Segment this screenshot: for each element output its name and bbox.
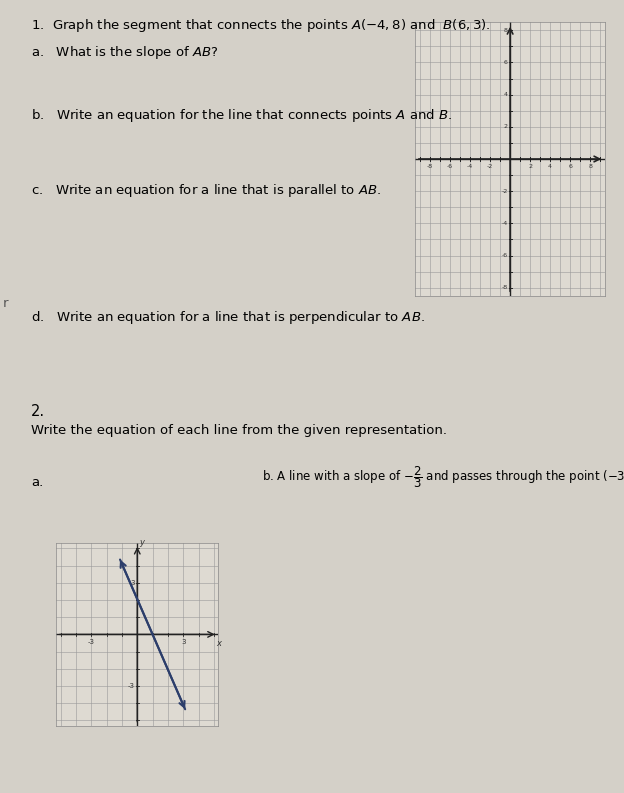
Text: d.   Write an equation for a line that is perpendicular to $AB$.: d. Write an equation for a line that is … [31, 309, 425, 326]
Text: -3: -3 [128, 683, 135, 689]
Text: b. A line with a slope of $-\dfrac{2}{3}$ and passes through the point $(-3, 4)$: b. A line with a slope of $-\dfrac{2}{3}… [262, 464, 624, 489]
Text: -8: -8 [427, 164, 433, 169]
Text: -8: -8 [502, 285, 507, 290]
Text: c.   Write an equation for a line that is parallel to $AB$.: c. Write an equation for a line that is … [31, 182, 381, 199]
Text: -2: -2 [487, 164, 493, 169]
Text: 6: 6 [568, 164, 572, 169]
Text: 3: 3 [181, 638, 185, 645]
Text: 2: 2 [504, 125, 507, 129]
Text: y: y [139, 538, 144, 546]
Text: x: x [216, 638, 221, 648]
Text: -2: -2 [501, 189, 507, 193]
Text: 2.: 2. [31, 404, 46, 419]
Text: 6: 6 [504, 60, 507, 65]
Text: -6: -6 [447, 164, 453, 169]
Text: -4: -4 [501, 221, 507, 226]
Text: a.: a. [31, 476, 44, 488]
Text: -4: -4 [467, 164, 473, 169]
Text: 4: 4 [548, 164, 552, 169]
Text: Write the equation of each line from the given representation.: Write the equation of each line from the… [31, 424, 447, 437]
Text: -3: -3 [88, 638, 95, 645]
Text: -6: -6 [502, 253, 507, 258]
Text: 8: 8 [588, 164, 592, 169]
Text: 1.  Graph the segment that connects the points $A(-4,8)$ and  $B(6,3)$.: 1. Graph the segment that connects the p… [31, 17, 491, 34]
Text: r: r [3, 297, 9, 310]
Text: 3: 3 [130, 580, 135, 586]
Text: 8: 8 [504, 28, 507, 33]
Text: b.   Write an equation for the line that connects points $A$ and $B$.: b. Write an equation for the line that c… [31, 107, 452, 124]
Text: 2: 2 [528, 164, 532, 169]
Text: a.   What is the slope of $AB$?: a. What is the slope of $AB$? [31, 44, 218, 60]
Text: 4: 4 [504, 92, 507, 97]
